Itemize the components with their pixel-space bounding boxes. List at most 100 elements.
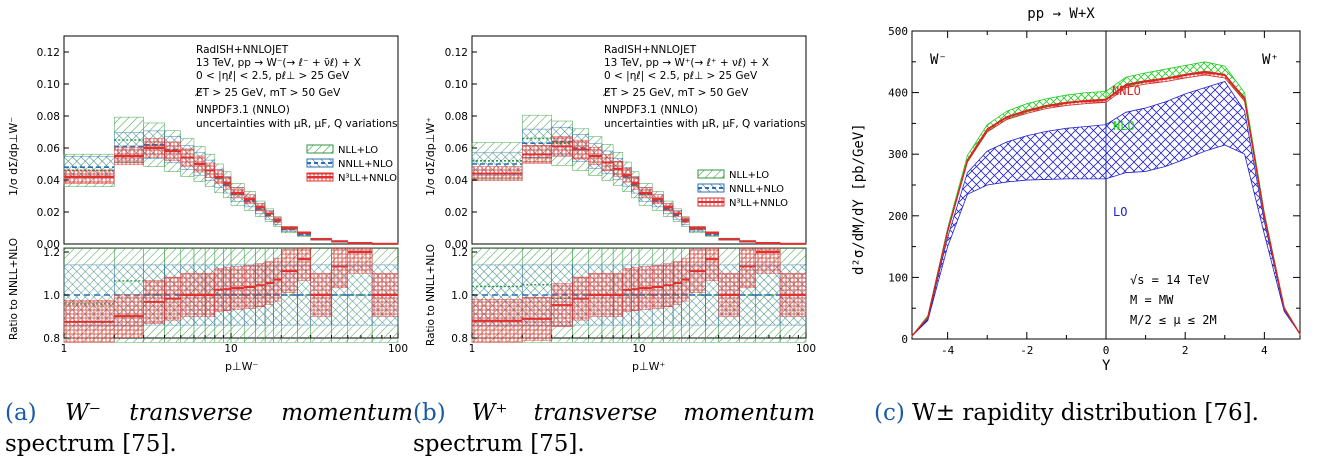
x-tick-label: 1 — [61, 343, 68, 355]
legend-label: NLL+LO — [729, 170, 769, 181]
x-tick-label: 10 — [224, 343, 237, 355]
y-tick-label: 0.08 — [37, 111, 60, 123]
y-tick-label: 400 — [888, 87, 908, 100]
x-tick-label: 100 — [796, 343, 816, 355]
caption-a-text: W⁻ transverse momentum — [65, 400, 413, 426]
panel-a-ylabel-ratio: Ratio to NNLL+NLO — [8, 238, 20, 340]
x-tick-label: -4 — [941, 344, 955, 357]
y-tick-label: 0.06 — [445, 143, 469, 155]
panel-b-top-frame — [471, 35, 807, 245]
y-tick-label: 300 — [888, 148, 908, 161]
y-tick-label: 0.04 — [445, 175, 469, 187]
panel-a-info-line: uncertainties with μR, μF, Q variations — [196, 118, 397, 130]
panel-b-info-line: E̸T > 25 GeV, mT > 50 GeV — [603, 87, 749, 99]
ratio-band-bin — [705, 247, 719, 281]
series-curve — [911, 99, 1107, 337]
caption-b-text: W⁺ transverse momentum — [471, 400, 815, 426]
legend-label: N³LL+NNLO — [338, 173, 397, 184]
curve-label-lo: LO — [1113, 205, 1127, 219]
y-tick-label: 100 — [888, 271, 908, 284]
panel-b-ratio-plot — [471, 247, 807, 343]
y-tick-label: 0.06 — [37, 143, 61, 155]
panel-b-info-line: uncertainties with μR, μF, Q variations — [604, 118, 805, 130]
y-tick-label: 0.8 — [451, 333, 468, 345]
curve-label-nlo: NLO — [1113, 119, 1135, 133]
y-tick-label: 0.00 — [37, 239, 60, 251]
panel-a: 0.00 0.02 0.04 0.06 0.08 0.10 0.12 0.8 1.0 1.2 1 10… — [7, 35, 408, 373]
x-tick-label: -2 — [1020, 344, 1033, 357]
legend-label: NNLL+NLO — [729, 184, 784, 195]
param-line: M = MW — [1130, 293, 1174, 307]
y-tick-label: 0.04 — [37, 175, 61, 187]
panel-c-title: pp → W+X — [1027, 6, 1095, 22]
x-tick-label: 10 — [632, 343, 645, 355]
curve-label-nnlo: NNLO — [1112, 84, 1141, 98]
panel-a-info-line: RadISH+NNLOJET — [196, 44, 289, 56]
legend-label: N³LL+NNLO — [729, 198, 788, 209]
caption-a-line1: (a) W⁻ transverse momentum — [5, 398, 413, 429]
legend-label: NNLL+NLO — [338, 159, 393, 170]
ratio-band-bin — [297, 247, 311, 281]
panel-b-legend: NLL+LO NNLL+NLO N³LL+NNLO — [697, 169, 788, 209]
caption-c-label: (c) — [874, 400, 905, 426]
panel-a-ratio-plot — [63, 247, 399, 343]
y-tick-label: 200 — [888, 210, 908, 223]
y-tick-label: 0.8 — [43, 333, 60, 345]
label-w-plus: W⁺ — [1262, 52, 1279, 68]
panel-b-info-line: 13 TeV, pp → W⁺(→ ℓ⁺ + νℓ) + X — [604, 57, 769, 69]
panel-a-info-line: E̸T > 25 GeV, mT > 50 GeV — [195, 87, 341, 99]
panel-a-axes: 0.00 0.02 0.04 0.06 0.08 0.10 0.12 0.8 1.0 1.2 1 10… — [37, 47, 408, 355]
uncertainty-band — [1105, 81, 1301, 335]
panel-b-info-line: NNPDF3.1 (NNLO) — [604, 104, 698, 116]
x-tick-label: 2 — [1182, 344, 1189, 357]
x-tick-label: 4 — [1261, 344, 1268, 357]
panel-b-info-line: 0 < |ηℓ| < 2.5, pℓ⊥ > 25 GeV — [604, 70, 758, 82]
ratio-band-bin — [331, 247, 348, 289]
panel-b-ylabel-ratio: Ratio to NNLL+NLO — [425, 244, 437, 346]
panel-a-xlabel: p⊥W⁻ — [225, 360, 258, 373]
panel-c: pp → W+X 0 100 200 300 400 500 -4 -2 0 2 4 W⁻ W⁺ N… — [851, 6, 1301, 374]
label-w-minus: W⁻ — [930, 52, 947, 68]
y-tick-label: 1.2 — [43, 247, 60, 259]
panel-b: 0.00 0.02 0.04 0.06 0.08 0.10 0.12 0.8 1.0 1.2 1 10… — [424, 35, 816, 373]
panel-a-info-line: 0 < |ηℓ| < 2.5, pℓ⊥ > 25 GeV — [196, 70, 350, 82]
caption-b-label: (b) — [413, 400, 446, 426]
y-tick-label: 0.10 — [445, 79, 468, 91]
series-curve — [1105, 71, 1301, 335]
panel-a-top-frame — [63, 35, 399, 245]
caption-b: (b) W⁺ transverse momentum spectrum [75]… — [413, 398, 815, 460]
x-tick-label: 0 — [1103, 344, 1110, 357]
caption-a: (a) W⁻ transverse momentum spectrum [75]… — [5, 398, 413, 460]
uncertainty-band — [1105, 70, 1301, 336]
y-tick-label: 0 — [901, 333, 908, 346]
y-tick-label: 0.12 — [445, 47, 468, 59]
panel-b-ylabel-top: 1/σ dΣ/dp⊥W⁺ — [424, 117, 437, 196]
caption-a-label: (a) — [5, 400, 37, 426]
y-tick-label: 1.0 — [451, 290, 468, 302]
panel-c-xlabel: Y — [1102, 358, 1111, 374]
panel-b-axes: 0.00 0.02 0.04 0.06 0.08 0.10 0.12 0.8 1.0 1.2 1 10… — [445, 47, 816, 355]
y-tick-label: 0.10 — [37, 79, 60, 91]
y-tick-label: 0.02 — [445, 207, 468, 219]
panel-a-ylabel-top: 1/σ dΣ/dp⊥W⁻ — [7, 117, 20, 196]
caption-b-line2: spectrum [75]. — [413, 431, 585, 457]
x-tick-label: 100 — [388, 343, 408, 355]
param-line: √s = 14 TeV — [1130, 273, 1209, 287]
legend-label: NLL+LO — [338, 145, 378, 156]
uncertainty-band — [911, 124, 1107, 337]
panel-a-info-line: 13 TeV, pp → W⁻(→ ℓ⁻ + ν̄ℓ) + X — [196, 57, 361, 69]
y-tick-label: 0.00 — [445, 239, 468, 251]
y-tick-label: 0.12 — [37, 47, 60, 59]
legend-swatch-nll-lo — [306, 144, 334, 154]
y-tick-label: 1.0 — [43, 290, 60, 302]
param-line: M/2 ≤ μ ≤ 2M — [1130, 313, 1217, 327]
panel-c-plot — [911, 61, 1301, 338]
caption-c: (c) W± rapidity distribution [76]. — [874, 398, 1314, 429]
y-tick-label: 1.2 — [451, 247, 468, 259]
panel-b-top-plot — [471, 114, 807, 245]
caption-b-line1: (b) W⁺ transverse momentum — [413, 398, 815, 429]
panel-a-legend: NLL+LO NNLL+NLO N³LL+NNLO — [306, 144, 397, 184]
caption-a-line2: spectrum [75]. — [5, 431, 177, 457]
panel-c-axes: 0 100 200 300 400 500 -4 -2 0 2 4 — [888, 25, 1300, 357]
